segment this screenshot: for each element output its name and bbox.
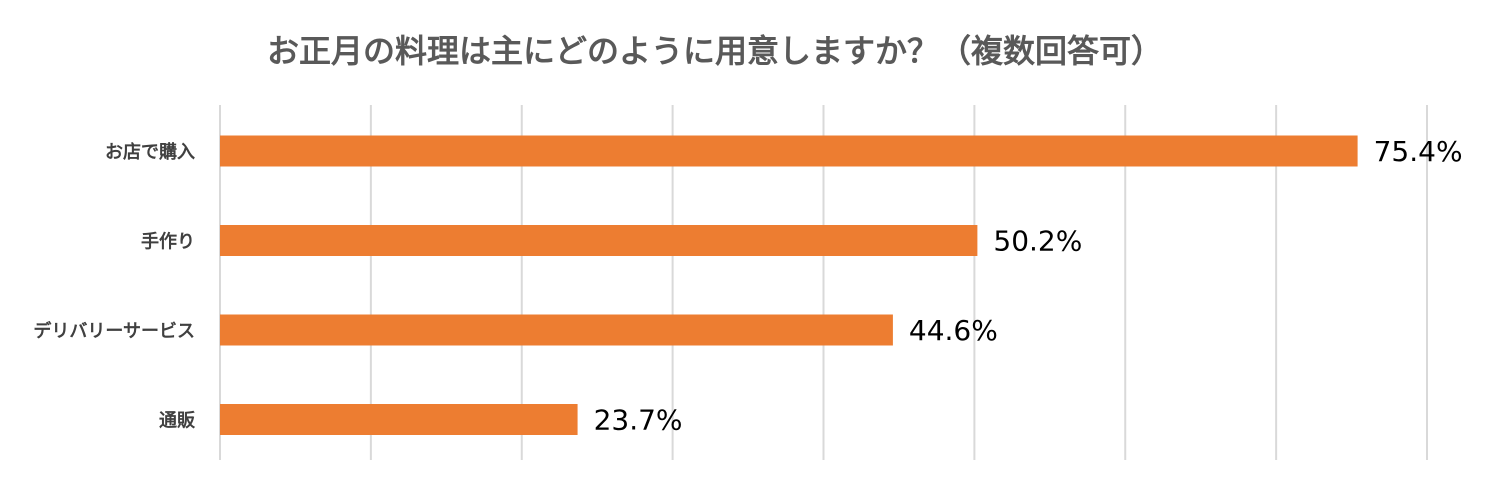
chart-title: お正月の料理は主にどのように用意しますか？（複数回答可） [267,32,1163,70]
bar [220,314,893,346]
value-labels: 75.4% 50.2% 44.6% 23.7% [594,135,1463,437]
value-label: 23.7% [594,404,683,437]
category-label: デリバリーサービス [33,320,195,342]
category-label: お店で購入 [105,141,195,163]
value-label: 50.2% [993,225,1082,258]
bar [220,225,978,256]
value-label: 44.6% [909,314,998,347]
category-label: 手作り [141,231,195,253]
category-label: 通販 [159,411,196,432]
value-label: 75.4% [1374,135,1463,168]
bar [220,404,578,435]
bar [220,135,1358,167]
bars [220,135,1358,435]
